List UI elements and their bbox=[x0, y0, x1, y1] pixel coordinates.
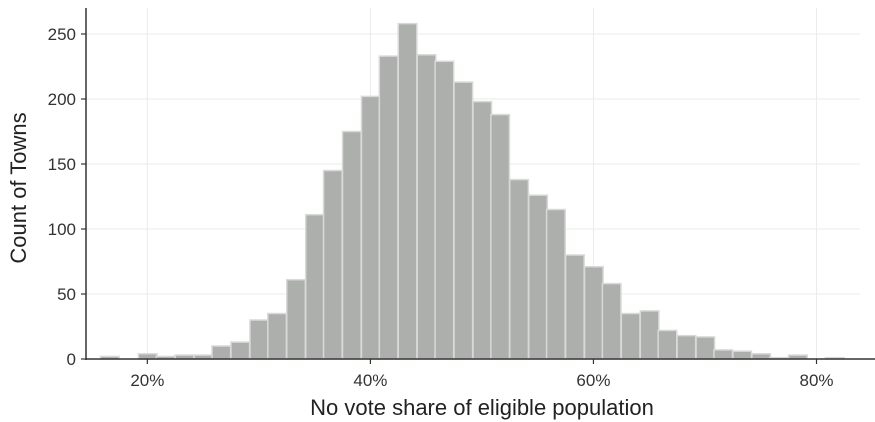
histogram-bar bbox=[583, 265, 604, 360]
histogram-bar bbox=[732, 350, 753, 360]
histogram-bar bbox=[528, 194, 549, 360]
histogram-bar bbox=[620, 312, 641, 360]
histogram-bar bbox=[267, 312, 288, 360]
x-axis-ticks: 20% 40% 60% 80% bbox=[130, 359, 834, 390]
x-tick-label: 80% bbox=[799, 371, 833, 390]
histogram-bar bbox=[416, 54, 437, 360]
histogram-bar bbox=[601, 282, 622, 360]
histogram-bar bbox=[341, 130, 362, 360]
histogram-bar bbox=[434, 60, 455, 360]
histogram-bar bbox=[137, 353, 158, 360]
histogram-bar bbox=[751, 353, 772, 360]
x-tick-label: 60% bbox=[576, 371, 610, 390]
histogram-bar bbox=[639, 310, 660, 360]
axes bbox=[85, 8, 875, 360]
histogram-bar bbox=[285, 278, 307, 360]
y-tick-label: 250 bbox=[48, 25, 76, 44]
x-tick-label: 40% bbox=[353, 371, 387, 390]
histogram-bar bbox=[249, 319, 270, 360]
x-axis-title: No vote share of eligible population bbox=[310, 395, 654, 420]
histogram-bar bbox=[472, 100, 493, 360]
histogram-bar bbox=[490, 113, 511, 360]
histogram-bar bbox=[378, 55, 399, 360]
histogram-bar bbox=[453, 81, 474, 360]
histogram-bar bbox=[230, 341, 251, 360]
histogram-bars bbox=[99, 22, 845, 360]
y-tick-label: 0 bbox=[67, 350, 76, 369]
histogram-bar bbox=[676, 334, 697, 360]
y-tick-label: 100 bbox=[48, 220, 76, 239]
histogram-bar bbox=[564, 254, 585, 360]
histogram-bar bbox=[509, 178, 530, 360]
histogram-bar bbox=[360, 95, 381, 360]
y-axis-ticks: 0 50 100 150 200 250 bbox=[48, 25, 86, 369]
y-tick-label: 150 bbox=[48, 155, 76, 174]
histogram-bar bbox=[713, 349, 734, 360]
histogram-bar bbox=[695, 336, 716, 360]
histogram-bar bbox=[322, 169, 343, 360]
histogram-bar bbox=[545, 208, 566, 360]
y-tick-label: 50 bbox=[57, 285, 76, 304]
y-tick-label: 200 bbox=[48, 90, 76, 109]
histogram-bar bbox=[211, 345, 232, 360]
histogram-bar bbox=[304, 213, 326, 360]
histogram-bar bbox=[397, 22, 418, 360]
x-tick-label: 20% bbox=[130, 371, 164, 390]
histogram-bar bbox=[657, 329, 678, 360]
y-axis-title: Count of Towns bbox=[6, 112, 31, 263]
